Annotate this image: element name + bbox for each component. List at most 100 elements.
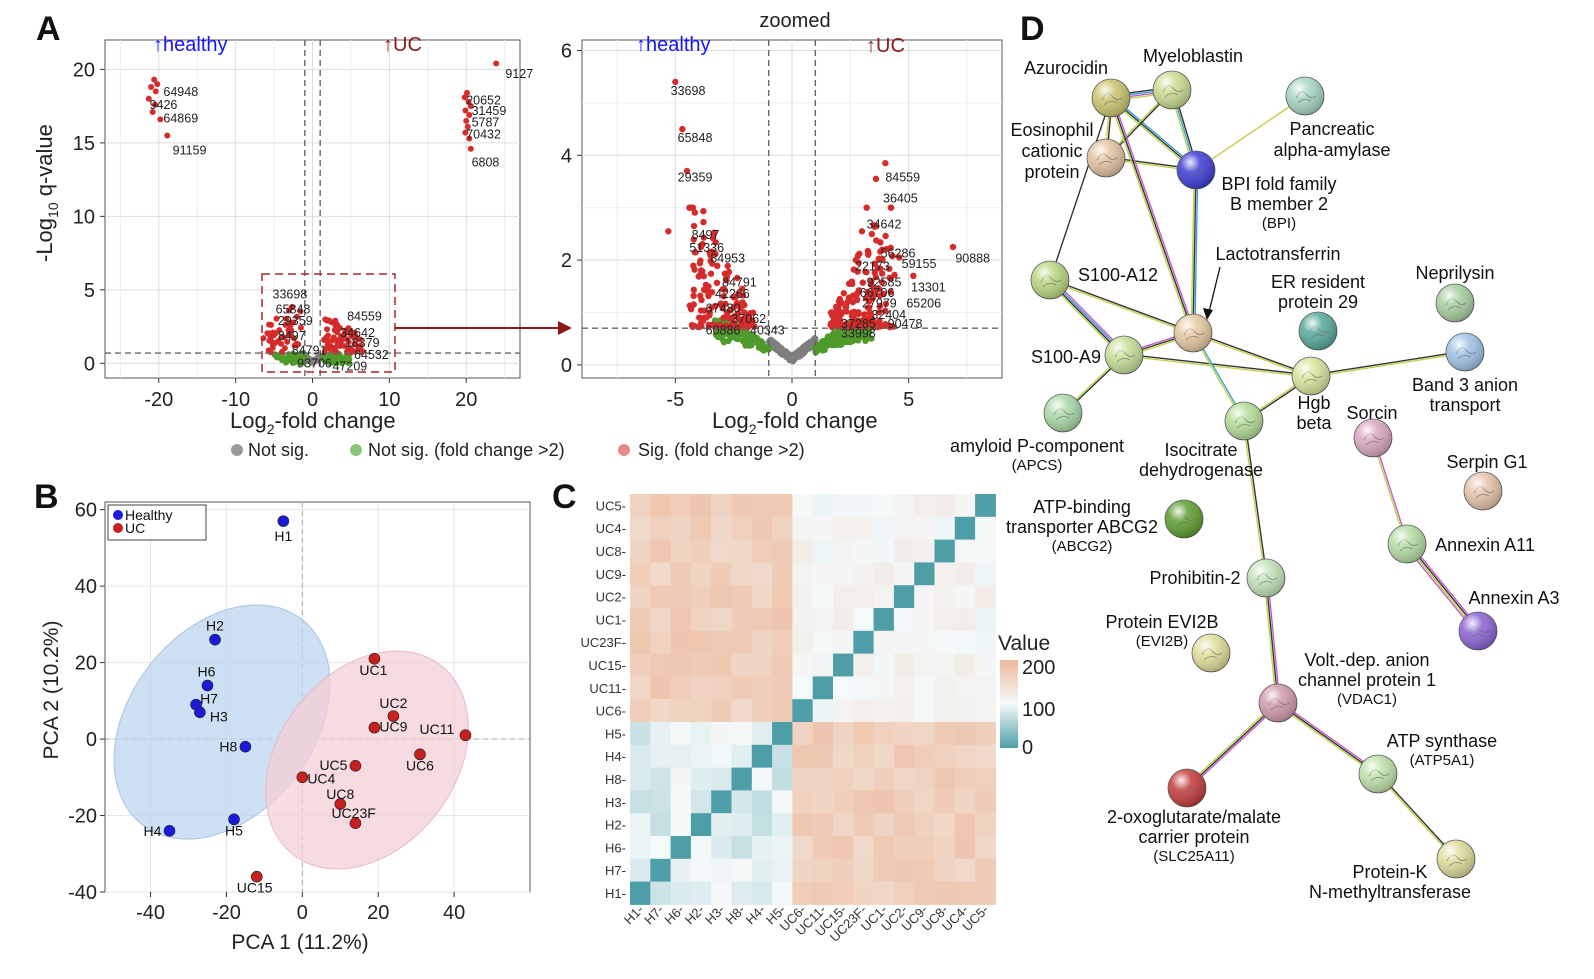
heatmap-cell: [954, 608, 976, 632]
point-sig-fc: [690, 236, 697, 243]
point-sig-fc: [324, 326, 331, 333]
point-sig-fc: [910, 272, 917, 280]
point-label: 33698: [273, 288, 308, 302]
point-sig-fc: [699, 314, 707, 322]
pca-point: [277, 515, 290, 527]
tick-label-y: 10: [73, 206, 95, 228]
network-edge: [1276, 703, 1378, 777]
heatmap-cell: [772, 585, 793, 609]
point-sig-fc: [705, 283, 712, 290]
legend-not-sig-fc: Not sig. (fold change >2): [368, 440, 565, 460]
point-sig-fc: [465, 98, 472, 105]
heatmap-cell: [833, 813, 854, 837]
heatmap-cell: [772, 767, 793, 791]
heatmap-row-label: UC1-: [596, 612, 626, 627]
point-sig-fc: [848, 278, 856, 285]
heatmap-cell: [670, 699, 692, 723]
point-sig-fc: [837, 322, 844, 330]
point-sig-fc: [672, 78, 679, 86]
heatmap-cell: [853, 858, 875, 883]
heatmap-row-label: UC5-: [596, 498, 626, 513]
network-edge: [1242, 421, 1266, 579]
tick-label-x: 0: [786, 389, 797, 411]
point-not-sig-fc: [294, 352, 301, 359]
heatmap-cell: [772, 813, 793, 837]
pca-point-label: H1: [274, 528, 292, 544]
heatmap-cell: [893, 630, 915, 655]
heatmap-cell: [690, 562, 712, 586]
heatmap-legend-title: Value: [998, 632, 1050, 655]
heatmap-cell: [853, 767, 875, 791]
heatmap-cell: [670, 858, 692, 883]
heatmap-cell: [731, 630, 753, 655]
heatmap-cell: [772, 722, 793, 746]
heatmap-cell: [833, 881, 854, 905]
volcano-threshold-lines: [105, 40, 520, 378]
tick-label-y: 15: [73, 133, 95, 155]
heatmap-cell: [751, 722, 773, 746]
point-sig-fc: [281, 345, 288, 352]
heatmap-cell: [893, 836, 915, 860]
point-label: 84791: [292, 343, 327, 357]
point-not-sig-fc: [868, 335, 875, 342]
heatmap-cell: [914, 744, 935, 769]
point-sig-fc: [868, 230, 876, 238]
zoomed-grid: [582, 40, 1002, 378]
label-eosinophil: Eosinophil cationic protein: [1010, 120, 1093, 182]
heatmap-cell: [975, 744, 996, 769]
network-edge: [1278, 700, 1380, 774]
point-label: 65848: [678, 131, 713, 145]
heatmap-cell: [954, 813, 976, 837]
point-not-sig-fc: [820, 346, 827, 354]
point-not-sig: [310, 357, 317, 364]
network-node-shine: [1359, 755, 1397, 793]
heatmap-cell: [690, 881, 712, 905]
point-sig-fc: [709, 234, 717, 242]
point-sig-fc: [720, 293, 727, 300]
heatmap-cell: [772, 790, 793, 814]
label-evi2b-sub: (EVI2B): [1136, 633, 1189, 650]
pca-point-label: UC2: [379, 695, 407, 711]
point-label: 93706: [297, 357, 332, 371]
heatmap-cell: [833, 608, 854, 632]
point-not-sig: [777, 345, 785, 352]
point-sig-fc: [741, 309, 748, 316]
heatmap-cell: [934, 630, 956, 655]
heatmap-cell: [690, 813, 712, 837]
heatmap-cell: [833, 836, 854, 860]
heatmap-cell: [975, 585, 996, 609]
pca-point-label: UC8: [326, 786, 354, 802]
heatmap-cell: [792, 608, 814, 632]
heatmap-cell: [873, 722, 895, 746]
uc-ellipse: [265, 650, 469, 870]
point-sig-fc: [860, 315, 868, 323]
heatmap-cell: [650, 676, 672, 700]
heatmap-cell: [914, 790, 935, 814]
heatmap-cell: [630, 790, 651, 814]
heatmap-cell: [711, 608, 732, 632]
heatmap-cell: [954, 676, 976, 700]
point-sig-fc: [865, 249, 872, 257]
heatmap-cell: [630, 676, 651, 700]
point-sig-fc: [709, 260, 716, 267]
point-not-sig: [809, 338, 816, 346]
heatmap-cell: [873, 630, 895, 655]
heatmap-cell: [630, 562, 651, 586]
heatmap-row-label: H6-: [605, 840, 626, 855]
volcano-ylabel: -Log10 q-value: [32, 124, 61, 262]
heatmap-cell: [914, 858, 935, 883]
zoomed-threshold-lines: [582, 40, 1002, 378]
tick-label-x: -10: [221, 389, 250, 411]
point-sig-fc: [723, 273, 731, 280]
point-sig-fc: [872, 175, 880, 183]
point-sig-fc: [464, 123, 471, 130]
heatmap-cell: [670, 836, 692, 860]
point-not-sig-fc: [328, 357, 335, 364]
point-sig-fc: [733, 274, 741, 282]
point-sig-fc: [700, 218, 707, 226]
network-edge: [1185, 701, 1278, 788]
point-sig-fc: [356, 346, 363, 353]
point-label: 31459: [472, 104, 507, 118]
point-sig-fc: [690, 222, 698, 230]
heatmap-cell: [893, 516, 915, 541]
